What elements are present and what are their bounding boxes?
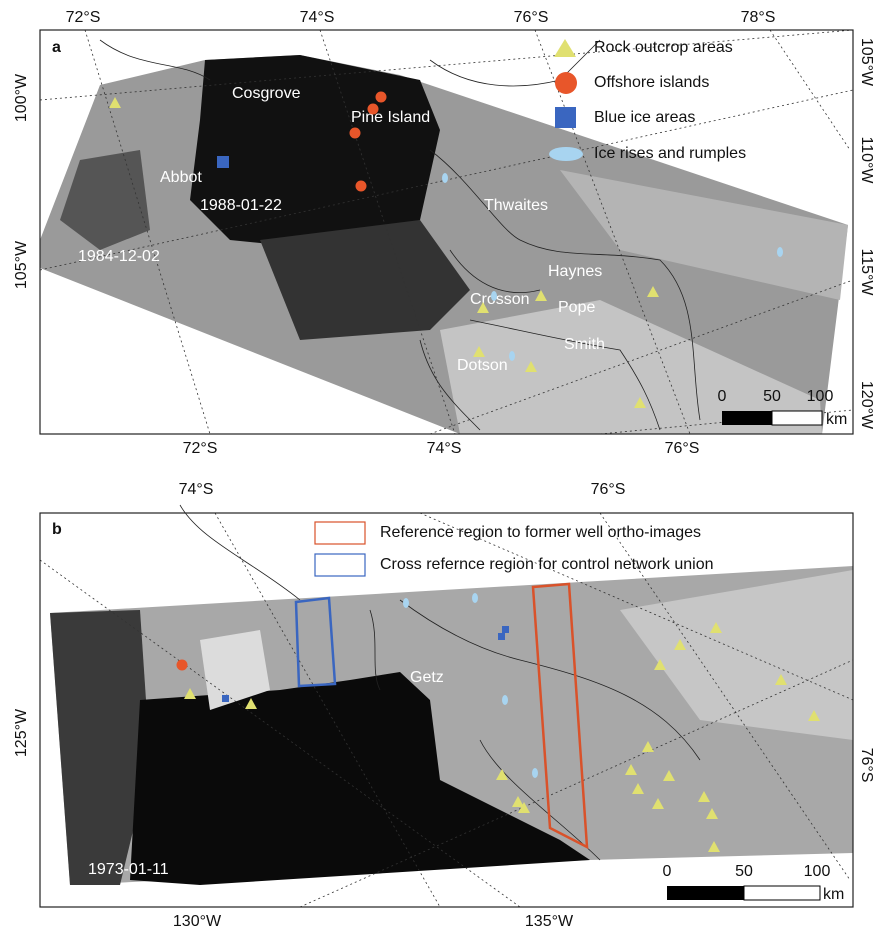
place-label: 1984-12-02 bbox=[78, 248, 160, 265]
legend-symbol bbox=[555, 72, 577, 94]
graticule-label: 115°W bbox=[858, 248, 875, 296]
offshore-island bbox=[376, 92, 387, 103]
panel-b: b 74°S 76°S 130°W 135°W 125°W 76°S Refer… bbox=[13, 481, 875, 930]
blue-ice bbox=[502, 626, 509, 633]
graticule-label: 105°W bbox=[13, 240, 30, 289]
legend-label: Offshore islands bbox=[594, 74, 709, 91]
scale-bar bbox=[744, 886, 820, 900]
scale-label: 100 bbox=[807, 388, 834, 405]
scale-label: km bbox=[823, 886, 844, 903]
ice-rise bbox=[442, 173, 448, 183]
ice-rise bbox=[472, 593, 478, 603]
legend-label: Ice rises and rumples bbox=[594, 145, 746, 162]
place-label: Pine Island bbox=[351, 109, 430, 126]
graticule-label: 120°W bbox=[858, 381, 875, 430]
ocean-dark bbox=[190, 55, 440, 250]
figure: a 72°S 74°S 76°S 78°S 72°S 74°S 76°S 100… bbox=[0, 0, 876, 937]
scale-bar bbox=[772, 411, 822, 425]
legend-symbol bbox=[555, 107, 576, 128]
graticule-label: 76°S bbox=[591, 481, 626, 498]
scale-bar bbox=[667, 886, 744, 900]
place-label: Abbot bbox=[160, 169, 202, 186]
graticule-label: 130°W bbox=[173, 913, 222, 930]
offshore-island bbox=[177, 660, 188, 671]
graticule-label: 105°W bbox=[858, 38, 875, 87]
place-label: Haynes bbox=[548, 263, 602, 280]
blue-ice bbox=[222, 695, 229, 702]
scale-label: 50 bbox=[763, 388, 781, 405]
graticule-label: 110°W bbox=[858, 136, 875, 184]
place-label: Cosgrove bbox=[232, 85, 301, 102]
legend-label: Rock outcrop areas bbox=[594, 39, 733, 56]
legend-symbol bbox=[315, 522, 365, 544]
panel-a: a 72°S 74°S 76°S 78°S 72°S 74°S 76°S 100… bbox=[13, 9, 875, 457]
scale-label: 100 bbox=[804, 863, 831, 880]
graticule-label: 76°S bbox=[514, 9, 549, 26]
panel-label: b bbox=[52, 521, 62, 538]
graticule-label: 74°S bbox=[179, 481, 214, 498]
graticule-label: 72°S bbox=[66, 9, 101, 26]
place-label: Getz bbox=[410, 669, 444, 686]
graticule-label: 135°W bbox=[525, 913, 574, 930]
graticule-label: 72°S bbox=[183, 440, 218, 457]
place-label: 1988-01-22 bbox=[200, 197, 282, 214]
scale-label: km bbox=[826, 411, 847, 428]
legend-symbol bbox=[549, 147, 583, 161]
graticule-label: 74°S bbox=[300, 9, 335, 26]
place-label: Crosson bbox=[470, 291, 530, 308]
scale-bar bbox=[722, 411, 772, 425]
scale-label: 50 bbox=[735, 863, 753, 880]
blue-ice bbox=[217, 156, 229, 168]
legend-label: Reference region to former well ortho-im… bbox=[380, 524, 701, 541]
place-label: Dotson bbox=[457, 357, 508, 374]
blue-ice bbox=[498, 633, 505, 640]
place-label: Thwaites bbox=[484, 197, 548, 214]
legend-label: Blue ice areas bbox=[594, 109, 695, 126]
offshore-island bbox=[350, 128, 361, 139]
legend-symbol bbox=[315, 554, 365, 576]
graticule-label: 76°S bbox=[665, 440, 700, 457]
ice-rise bbox=[532, 768, 538, 778]
ice-rise bbox=[491, 291, 497, 301]
graticule-label: 125°W bbox=[13, 708, 30, 757]
graticule-label: 74°S bbox=[427, 440, 462, 457]
ice-rise bbox=[502, 695, 508, 705]
ice-rise bbox=[509, 351, 515, 361]
ice-rise bbox=[403, 598, 409, 608]
place-label: Smith bbox=[564, 336, 605, 353]
graticule-label: 76°S bbox=[858, 748, 875, 783]
scale-label: 0 bbox=[718, 388, 727, 405]
legend-label: Cross refernce region for control networ… bbox=[380, 556, 714, 573]
ice-rise bbox=[777, 247, 783, 257]
scale-label: 0 bbox=[663, 863, 672, 880]
offshore-island bbox=[356, 181, 367, 192]
offshore-island bbox=[368, 104, 379, 115]
graticule-label: 78°S bbox=[741, 9, 776, 26]
place-label: 1973-01-11 bbox=[88, 861, 169, 878]
place-label: Pope bbox=[558, 299, 595, 316]
graticule-label: 100°W bbox=[13, 73, 30, 122]
panel-label: a bbox=[52, 39, 61, 56]
